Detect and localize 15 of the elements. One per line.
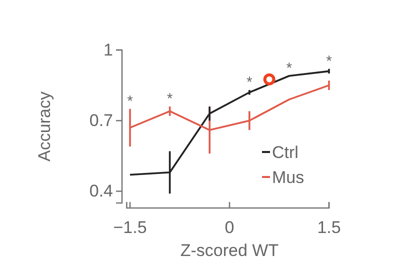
legend-label: Ctrl [272, 143, 298, 162]
annotation: * [127, 92, 134, 110]
y-tick-label: 0.4 [89, 182, 113, 201]
annotation: * [286, 60, 292, 77]
x-axis-title: Z-scored WT [180, 241, 279, 260]
legend-label: Mus [272, 168, 304, 187]
y-axis-title: Accuracy [35, 91, 54, 162]
x-tick-label: 0 [224, 218, 234, 238]
annotation: * [326, 52, 332, 70]
x-tick-label: 1.5 [317, 218, 341, 238]
x-tick-label: −1.5 [113, 218, 147, 238]
y-tick-label: 1 [104, 40, 113, 60]
annotation: * [166, 90, 173, 108]
annotation: * [246, 74, 252, 92]
y-tick-label: 0.7 [89, 111, 113, 130]
